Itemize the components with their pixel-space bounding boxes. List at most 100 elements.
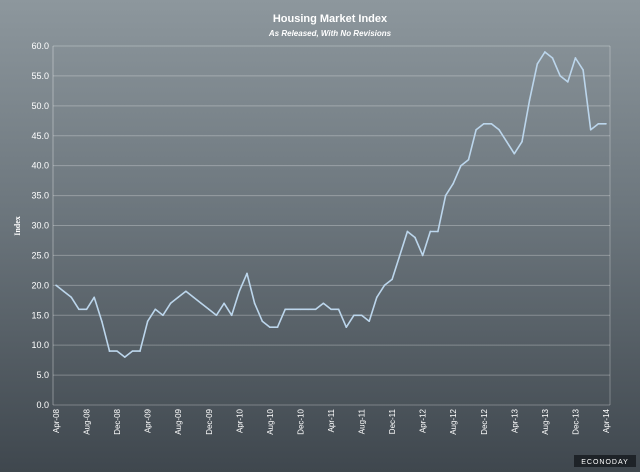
data-point (551, 57, 554, 59)
data-point (353, 314, 355, 317)
data-point (307, 308, 309, 311)
data-point (192, 296, 195, 299)
data-point (589, 128, 592, 131)
data-point (200, 302, 202, 305)
y-tick-label: 30.0 (31, 221, 49, 231)
logo-box (574, 455, 636, 467)
data-point (513, 152, 516, 155)
data-point (292, 308, 294, 311)
y-tick-label: 15.0 (31, 310, 49, 320)
data-point (177, 296, 180, 299)
data-point (345, 326, 348, 329)
gridlines (52, 45, 611, 406)
data-point (597, 122, 600, 125)
x-tick-label: Dec-12 (480, 408, 489, 434)
data-point (322, 302, 325, 305)
x-tick-label: Apr-14 (602, 408, 611, 433)
x-tick-label: Apr-13 (510, 408, 519, 433)
data-point (521, 140, 523, 143)
x-tick-label: Aug-10 (266, 408, 275, 434)
data-point (452, 182, 455, 185)
data-point (230, 314, 233, 317)
x-tick-label: Apr-10 (235, 408, 244, 433)
data-point (536, 63, 539, 65)
data-point (567, 81, 569, 83)
y-tick-label: 35.0 (31, 191, 49, 201)
y-tick-label: 25.0 (31, 250, 49, 260)
data-point (330, 308, 332, 311)
data-point (85, 308, 88, 311)
data-point (467, 158, 470, 161)
chart-title: Housing Market Index (273, 13, 388, 25)
x-tick-label: Aug-11 (358, 408, 367, 434)
data-point (62, 290, 65, 293)
data-point (505, 140, 508, 143)
data-point (78, 308, 80, 311)
data-point (360, 314, 363, 317)
data-point (482, 122, 485, 125)
x-tick-label: Apr-09 (144, 408, 153, 433)
data-point (169, 302, 172, 305)
data-point (108, 350, 111, 352)
data-point (314, 308, 317, 311)
data-point (398, 254, 401, 257)
data-point (421, 254, 424, 257)
y-tick-label: 10.0 (31, 340, 49, 350)
data-point (383, 284, 386, 287)
data-point (490, 122, 493, 125)
data-point (223, 302, 225, 305)
x-tick-label: Aug-13 (541, 408, 550, 434)
data-point (559, 75, 561, 77)
brand-logo-text: ECONODAY (581, 459, 629, 466)
data-point (276, 326, 279, 329)
data-point (574, 57, 577, 59)
data-point (261, 320, 264, 323)
data-point (429, 230, 432, 233)
series-layer (55, 51, 607, 358)
data-point (460, 164, 462, 167)
data-point (253, 302, 256, 305)
y-tick-label: 50.0 (31, 101, 49, 111)
data-point (207, 308, 210, 311)
x-tick-label: Apr-12 (419, 408, 428, 433)
y-tick-label: 40.0 (31, 161, 49, 171)
y-tick-label: 5.0 (36, 370, 49, 380)
data-point (162, 314, 164, 317)
y-tick-label: 55.0 (31, 71, 49, 81)
data-point (475, 128, 477, 131)
data-point (123, 356, 126, 358)
data-point (368, 320, 370, 323)
y-tick-labels: 0.0 5.0 10.0 15.0 20.0 25.0 30.0 35.0 40.0 45.0 50… (31, 41, 49, 410)
x-tick-label: Dec-13 (571, 408, 580, 434)
data-point (101, 320, 103, 323)
data-point (139, 350, 141, 352)
x-tick-label: Dec-08 (113, 408, 122, 434)
data-point (337, 308, 340, 311)
x-tick-label: Apr-08 (52, 408, 61, 433)
data-point (154, 308, 157, 311)
x-tick-label: Aug-09 (174, 408, 183, 434)
data-point (215, 314, 218, 317)
data-point (238, 290, 241, 293)
data-point (582, 69, 584, 71)
data-point (391, 278, 393, 281)
data-point (605, 122, 607, 125)
data-point (528, 99, 531, 101)
x-tick-label: Aug-12 (449, 408, 458, 434)
data-point (146, 320, 149, 323)
x-tick-label: Aug-08 (83, 408, 92, 434)
data-point (414, 236, 416, 239)
x-tick-labels: Apr-08 Aug-08 Dec-08 Apr-09 Aug-09 Dec-09 Apr-… (52, 408, 611, 434)
y-tick-label: 60.0 (31, 41, 49, 51)
y-tick-label: 45.0 (31, 131, 49, 141)
data-point (55, 284, 57, 287)
y-axis-label: Index (13, 216, 22, 236)
series-line (55, 51, 606, 358)
y-tick-label: 20.0 (31, 280, 49, 290)
x-tick-label: Dec-09 (205, 408, 214, 434)
data-point (406, 230, 409, 233)
x-tick-label: Dec-11 (388, 408, 397, 434)
data-point (269, 326, 271, 329)
x-tick-label: Apr-11 (327, 408, 336, 432)
